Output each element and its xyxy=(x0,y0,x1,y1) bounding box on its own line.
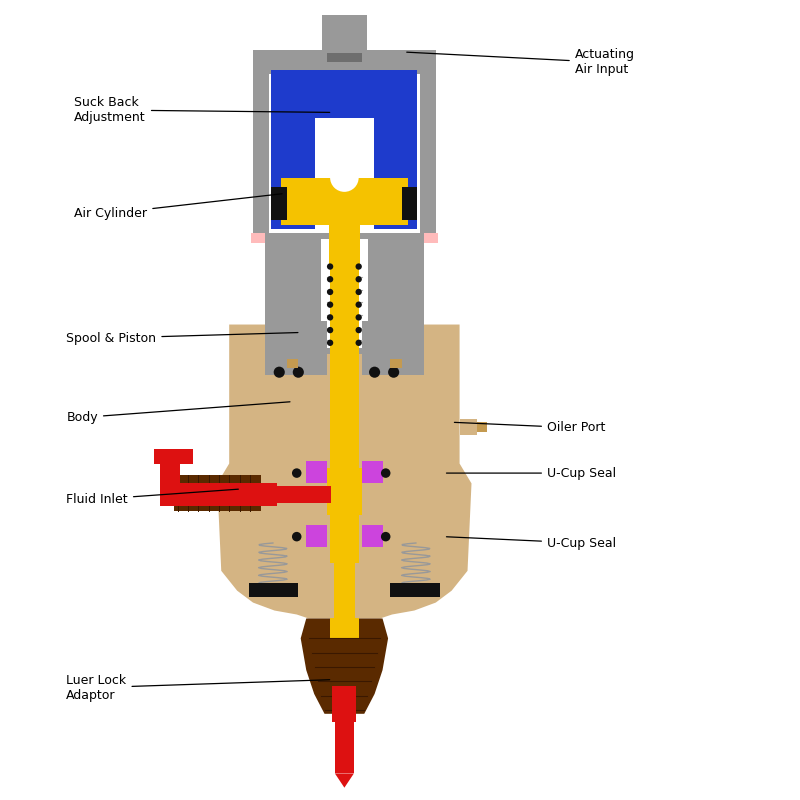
Bar xyxy=(362,525,382,547)
Bar xyxy=(335,710,354,774)
Bar xyxy=(287,358,298,368)
Bar xyxy=(330,222,358,563)
Circle shape xyxy=(330,163,358,192)
Bar xyxy=(390,358,402,368)
Bar xyxy=(362,461,382,483)
Circle shape xyxy=(369,366,380,378)
Bar xyxy=(334,557,354,626)
Circle shape xyxy=(355,276,362,282)
Bar xyxy=(327,467,362,515)
Circle shape xyxy=(327,276,334,282)
Circle shape xyxy=(292,532,302,542)
Bar xyxy=(329,186,360,265)
Circle shape xyxy=(355,340,362,346)
Bar xyxy=(330,618,358,638)
Circle shape xyxy=(327,289,334,295)
Bar xyxy=(160,457,180,506)
Text: Luer Lock
Adaptor: Luer Lock Adaptor xyxy=(66,674,330,702)
Bar xyxy=(390,582,440,597)
Circle shape xyxy=(293,366,304,378)
Bar xyxy=(250,233,265,242)
Circle shape xyxy=(355,263,362,270)
Polygon shape xyxy=(301,618,388,714)
Polygon shape xyxy=(335,774,354,788)
Text: Spool & Piston: Spool & Piston xyxy=(66,331,298,345)
Bar xyxy=(374,82,418,229)
Bar xyxy=(154,450,194,463)
Circle shape xyxy=(292,468,302,478)
Text: Air Cylinder: Air Cylinder xyxy=(74,194,282,220)
Bar xyxy=(277,486,331,503)
Bar xyxy=(424,233,438,242)
Bar xyxy=(306,525,327,547)
Bar xyxy=(477,422,486,432)
Bar xyxy=(402,187,418,221)
Circle shape xyxy=(327,302,334,308)
Bar xyxy=(279,317,410,341)
Bar xyxy=(306,461,327,483)
Bar xyxy=(271,70,418,118)
Bar xyxy=(327,53,362,62)
Text: U-Cup Seal: U-Cup Seal xyxy=(446,466,616,479)
Bar xyxy=(265,238,424,325)
Circle shape xyxy=(381,532,390,542)
Text: Suck Back
Adjustment: Suck Back Adjustment xyxy=(74,96,330,124)
Text: Fluid Inlet: Fluid Inlet xyxy=(66,489,238,506)
Circle shape xyxy=(355,314,362,321)
Circle shape xyxy=(355,302,362,308)
Circle shape xyxy=(327,314,334,321)
Bar xyxy=(333,686,356,722)
Text: Body: Body xyxy=(66,402,290,424)
Bar xyxy=(269,74,420,233)
Circle shape xyxy=(327,327,334,334)
Bar xyxy=(318,118,371,229)
Bar xyxy=(322,14,366,58)
Bar xyxy=(249,582,298,597)
Polygon shape xyxy=(218,325,471,618)
Bar xyxy=(362,321,424,374)
Text: Actuating
Air Input: Actuating Air Input xyxy=(406,48,634,76)
Bar xyxy=(253,50,436,241)
Bar xyxy=(290,334,398,354)
Bar xyxy=(162,483,277,506)
Bar xyxy=(459,419,477,435)
Bar xyxy=(321,238,368,348)
Text: Oiler Port: Oiler Port xyxy=(454,422,606,434)
Bar xyxy=(265,321,327,374)
Bar xyxy=(281,178,408,226)
Circle shape xyxy=(327,340,334,346)
Circle shape xyxy=(388,366,399,378)
Circle shape xyxy=(327,263,334,270)
Bar xyxy=(271,82,315,229)
Circle shape xyxy=(381,468,390,478)
Circle shape xyxy=(355,327,362,334)
Text: U-Cup Seal: U-Cup Seal xyxy=(446,537,616,550)
Circle shape xyxy=(355,289,362,295)
Bar xyxy=(271,187,287,221)
Bar xyxy=(174,475,261,511)
Circle shape xyxy=(274,366,285,378)
